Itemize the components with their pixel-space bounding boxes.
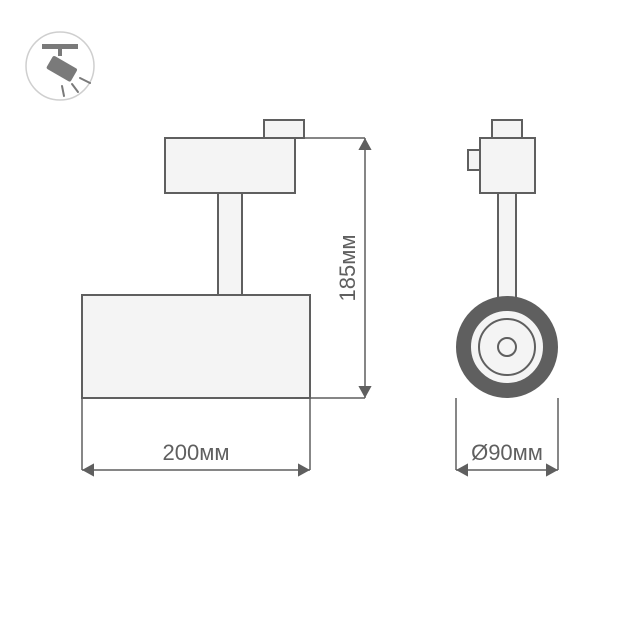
dim-height-label: 185мм: [335, 235, 360, 302]
dim-diameter-label: Ø90мм: [471, 440, 543, 465]
dim-width-label: 200мм: [163, 440, 230, 465]
tracklight-badge: [26, 32, 94, 100]
